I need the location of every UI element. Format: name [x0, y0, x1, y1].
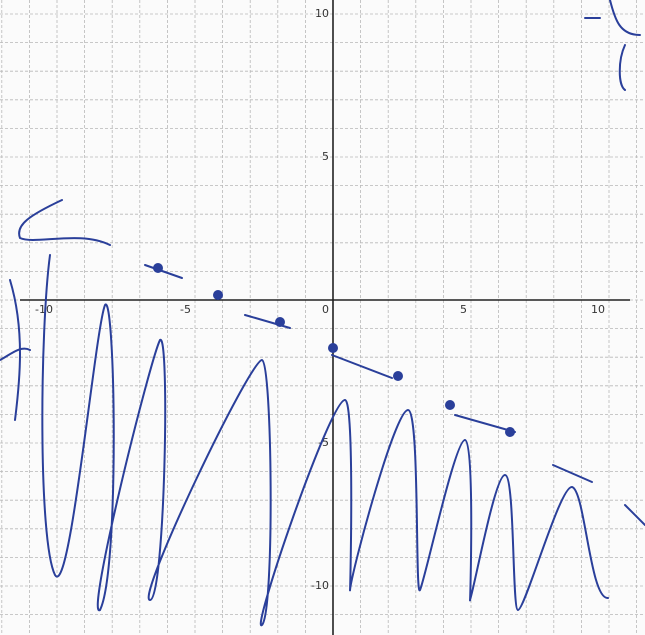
y-tick-label: 5: [322, 150, 329, 163]
y-tick-label: -10: [311, 579, 329, 592]
point: [275, 317, 285, 327]
point: [445, 400, 455, 410]
x-tick-label: 5: [460, 303, 467, 316]
graph-paper: -10-50510105-5-10: [0, 0, 645, 635]
x-tick-label: -10: [35, 303, 53, 316]
point: [505, 427, 515, 437]
x-tick-label: -5: [180, 303, 191, 316]
point: [328, 343, 338, 353]
point: [213, 290, 223, 300]
x-tick-label: 0: [322, 303, 329, 316]
point: [393, 371, 403, 381]
y-tick-label: 10: [315, 7, 329, 20]
x-tick-label: 10: [591, 303, 605, 316]
paper: [0, 0, 645, 635]
point: [153, 263, 163, 273]
